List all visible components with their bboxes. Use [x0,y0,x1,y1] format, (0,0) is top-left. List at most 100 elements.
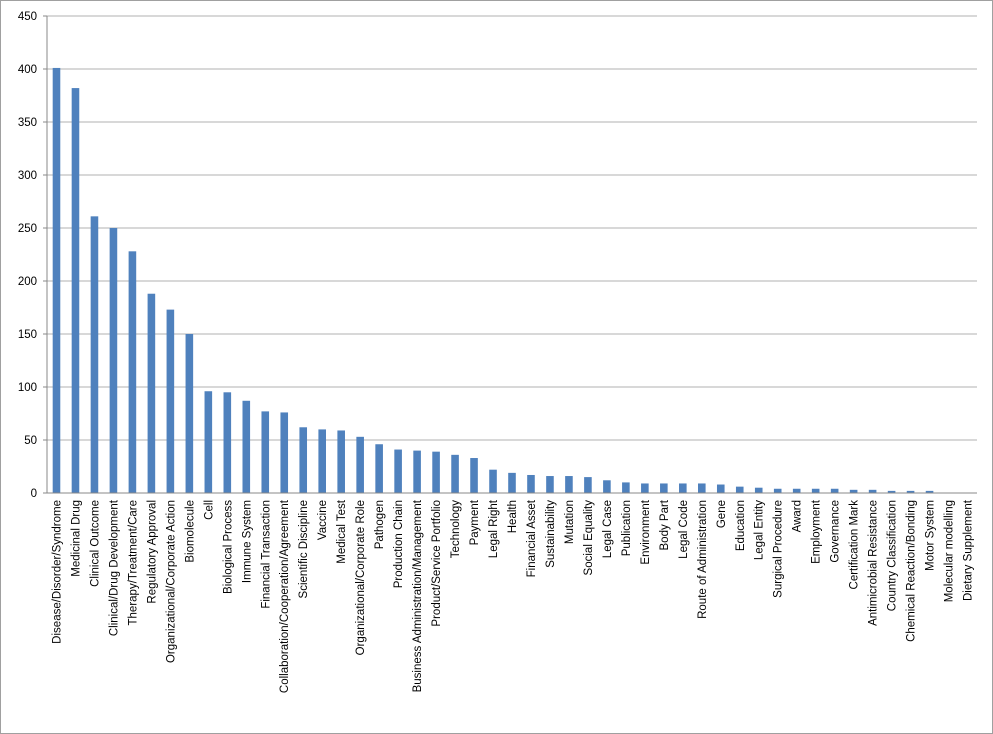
x-tick-label: Surgical Procedure [773,500,785,598]
x-tick-label: Sustainability [545,500,557,568]
bar [849,489,858,493]
x-tick-label: Immune System [241,500,253,583]
bar [413,450,421,493]
x-tick-label: Biomolecule [184,500,196,563]
bar [204,391,213,493]
x-tick-label: Molecular modelling [944,500,956,602]
bar [792,488,801,493]
bar [660,483,668,493]
x-tick-label: Legal Entity [754,500,766,560]
y-tick-label: 100 [18,382,37,394]
x-tick-label: Legal Case [602,500,614,558]
bar [868,489,877,493]
y-tick-label: 250 [18,223,37,235]
x-tick-label: Clinical Outcome [89,500,101,587]
x-tick-label: Organizational/Corporate Action [165,500,177,663]
x-tick-label: Financial Asset [526,499,538,577]
x-tick-label: Therapy/Treatment/Care [127,500,139,625]
x-tick-label: Education [735,500,747,551]
y-tick-label: 200 [18,276,37,288]
bar [337,430,345,493]
x-tick-label: Organizational/Corporate Role [355,500,367,655]
bar [356,436,364,493]
bar [887,490,896,493]
y-tick-label: 50 [24,435,37,447]
bar [375,444,383,493]
x-tick-label: Gene [716,500,728,528]
bar [830,488,839,493]
bar [754,487,763,493]
x-tick-label: Body Part [659,499,671,550]
bar [318,429,326,493]
x-tick-label: Social Equality [583,500,595,576]
x-tick-label: Financial Transaction [260,500,272,609]
bar [489,469,497,493]
x-tick-label: Dietary Supplement [963,499,975,601]
bar [432,451,440,493]
bar [299,427,308,493]
x-tick-label: Collaboration/Cooperation/Agreement [279,499,291,693]
bar [470,458,478,493]
x-tick-label: Country Classification [887,500,899,611]
bar [773,488,782,493]
x-tick-label: Medicinal Drug [70,500,82,577]
x-tick-label: Pathogen [374,500,386,549]
x-tick-label: Biological Process [222,500,234,594]
y-tick-label: 400 [18,64,37,76]
x-tick-label: Environment [640,499,652,564]
bar [166,309,175,493]
bar [52,67,61,493]
x-tick-label: Award [792,500,804,532]
bar [242,400,251,493]
bar [698,483,706,493]
bar [508,472,516,493]
bar [451,454,459,493]
bar [261,411,270,493]
x-tick-label: Employment [811,499,823,564]
x-tick-label: Production Chain [393,500,405,588]
bar [679,483,687,493]
x-tick-label: Chemical Reaction/Bonding [906,500,918,642]
y-tick-label: 150 [18,329,37,341]
y-tick-label: 450 [18,11,37,23]
y-tick-label: 0 [31,488,37,500]
x-tick-label: Legal Right [488,499,500,558]
bar [128,251,137,493]
x-tick-label: Regulatory Approval [146,500,158,604]
x-tick-label: Legal Code [678,500,690,559]
x-tick-label: Clinical/Drug Development [108,499,120,636]
y-tick-label: 300 [18,170,37,182]
bar [565,476,573,493]
bar [280,412,289,493]
x-tick-label: Business Administration/Management [412,499,424,692]
bar [109,228,118,493]
bar [735,486,744,493]
bar [546,476,554,493]
bar [223,392,232,493]
bar [147,293,156,493]
bar [185,334,194,493]
x-tick-label: Certification Mark [849,500,861,590]
x-tick-label: Payment [469,499,481,545]
bar [811,488,820,493]
x-tick-label: Route of Administration [697,500,709,619]
x-tick-label: Mutation [564,500,576,544]
bar [622,482,630,493]
y-tick-label: 350 [18,117,37,129]
bar [716,484,725,493]
bar [90,216,99,493]
bar [925,490,934,493]
bar [527,474,535,493]
bar [603,480,611,493]
bar [394,449,402,493]
x-tick-label: Governance [830,500,842,563]
bar [71,88,80,493]
x-tick-label: Health [507,500,519,533]
x-tick-label: Disease/Disorder/Syndrome [51,500,63,644]
bar [584,477,592,493]
x-tick-label: Product/Service Portfolio [431,500,443,627]
bar [641,483,649,493]
x-tick-label: Antimicrobial Resistance [868,500,880,626]
